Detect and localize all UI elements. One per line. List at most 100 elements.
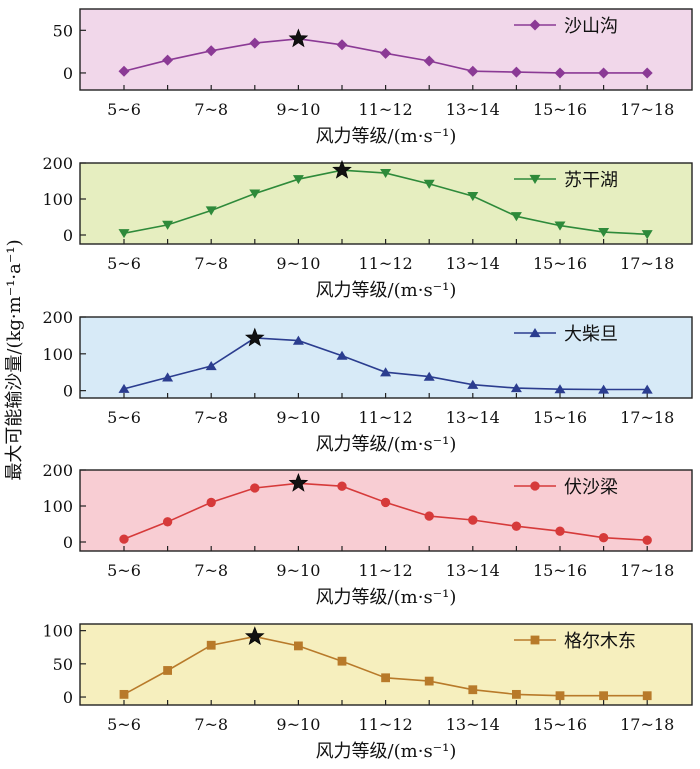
peak-star-marker xyxy=(288,472,309,492)
x-tick-label: 9~10 xyxy=(276,715,320,734)
plot-area xyxy=(79,469,693,552)
data-point xyxy=(512,689,521,699)
plot-area xyxy=(79,623,693,706)
x-axis-title: 风力等级/(m·s⁻¹) xyxy=(316,587,457,608)
data-point xyxy=(337,481,347,491)
data-point xyxy=(510,212,522,222)
data-point xyxy=(249,37,261,49)
legend-label: 伏沙梁 xyxy=(564,477,618,498)
x-axis-title: 风力等级/(m·s⁻¹) xyxy=(316,434,457,455)
legend-label: 沙山沟 xyxy=(564,16,618,37)
x-tick-label: 9~10 xyxy=(276,254,320,273)
x-tick-label: 17~18 xyxy=(620,561,674,580)
data-point xyxy=(642,535,652,545)
x-tick-label: 15~16 xyxy=(533,408,587,427)
data-point xyxy=(119,689,129,699)
data-point xyxy=(380,367,392,377)
data-point xyxy=(292,175,304,185)
data-point xyxy=(206,640,216,650)
legend-marker xyxy=(529,19,541,31)
x-tick-label: 5~6 xyxy=(107,408,141,427)
x-tick-label: 7~8 xyxy=(194,715,228,734)
data-point xyxy=(598,384,610,394)
data-point xyxy=(467,65,479,77)
legend-marker xyxy=(529,174,541,184)
x-axis-title: 风力等级/(m·s⁻¹) xyxy=(316,126,457,147)
x-tick-label: 7~8 xyxy=(194,100,228,119)
x-tick-label: 9~10 xyxy=(276,561,320,580)
data-point xyxy=(554,384,566,394)
data-point xyxy=(510,66,522,78)
shared-y-axis-title: 最大可能输沙量/(kg·m⁻¹·a⁻¹) xyxy=(4,239,25,480)
data-point xyxy=(205,361,217,371)
chart-panel-4: 0 100 200 5~6 7~8 9~10 11~12 13~14 15~16 17~18 风力等… xyxy=(42,461,693,608)
x-tick-label: 17~18 xyxy=(620,715,674,734)
x-tick-label: 11~12 xyxy=(359,254,413,273)
x-tick-label: 13~14 xyxy=(446,254,500,273)
x-tick-label: 7~8 xyxy=(194,408,228,427)
plot-area xyxy=(79,316,693,399)
x-tick-label: 5~6 xyxy=(107,715,141,734)
data-point xyxy=(205,206,217,216)
data-point xyxy=(205,45,217,57)
x-tick-label: 13~14 xyxy=(446,561,500,580)
chart-panel-3: 0 100 200 5~6 7~8 9~10 11~12 13~14 15~16 17~18 风力等… xyxy=(42,308,693,455)
x-tick-label: 15~16 xyxy=(533,715,587,734)
legend-marker xyxy=(529,328,541,338)
data-point xyxy=(468,515,478,525)
data-point xyxy=(641,384,653,394)
data-point xyxy=(511,521,522,531)
x-axis-title: 风力等级/(m·s⁻¹) xyxy=(316,280,457,301)
data-point xyxy=(162,517,173,527)
peak-star-marker xyxy=(244,327,265,347)
y-tick-label: 0 xyxy=(63,226,73,245)
chart-panel-5: 0 50 100 5~6 7~8 9~10 11~12 13~14 15~16 17~18 风力等级… xyxy=(42,622,693,762)
data-point xyxy=(555,526,565,536)
data-point xyxy=(294,641,303,651)
data-point xyxy=(423,55,435,67)
data-point xyxy=(423,371,435,381)
legend-label: 格尔木东 xyxy=(564,631,636,652)
y-tick-label: 200 xyxy=(42,154,73,173)
x-tick-label: 5~6 xyxy=(107,254,141,273)
x-tick-label: 7~8 xyxy=(194,254,228,273)
y-tick-label: 200 xyxy=(42,308,73,327)
data-point xyxy=(380,47,392,59)
legend-marker xyxy=(530,635,540,645)
y-tick-label: 0 xyxy=(63,382,73,401)
x-tick-label: 7~8 xyxy=(194,561,228,580)
data-point xyxy=(336,39,348,51)
y-tick-label: 0 xyxy=(63,688,73,707)
y-tick-label: 50 xyxy=(53,655,73,674)
x-tick-label: 17~18 xyxy=(620,100,674,119)
x-tick-label: 13~14 xyxy=(446,715,500,734)
data-point xyxy=(424,676,434,686)
x-tick-label: 9~10 xyxy=(276,408,320,427)
x-tick-label: 11~12 xyxy=(359,715,413,734)
peak-star-marker xyxy=(288,28,309,48)
data-point xyxy=(292,335,304,345)
peak-star-marker xyxy=(332,159,352,179)
data-point xyxy=(162,54,174,66)
data-point xyxy=(249,189,261,199)
data-point xyxy=(336,350,348,360)
data-point xyxy=(119,534,129,544)
y-tick-label: 200 xyxy=(42,461,73,480)
data-point xyxy=(554,67,566,79)
x-tick-label: 13~14 xyxy=(446,408,500,427)
x-tick-label: 11~12 xyxy=(359,408,413,427)
x-axis-title: 风力等级/(m·s⁻¹) xyxy=(316,741,457,762)
y-tick-label: 100 xyxy=(42,190,73,209)
data-point xyxy=(162,220,174,230)
data-point xyxy=(424,511,434,521)
data-point xyxy=(641,230,653,240)
data-point xyxy=(598,227,610,238)
data-point xyxy=(598,533,609,543)
legend-label: 苏干湖 xyxy=(564,170,618,191)
peak-star-marker xyxy=(244,626,265,645)
x-tick-label: 11~12 xyxy=(359,561,413,580)
x-tick-label: 15~16 xyxy=(533,254,587,273)
data-point xyxy=(599,691,608,701)
x-tick-label: 11~12 xyxy=(359,100,413,119)
